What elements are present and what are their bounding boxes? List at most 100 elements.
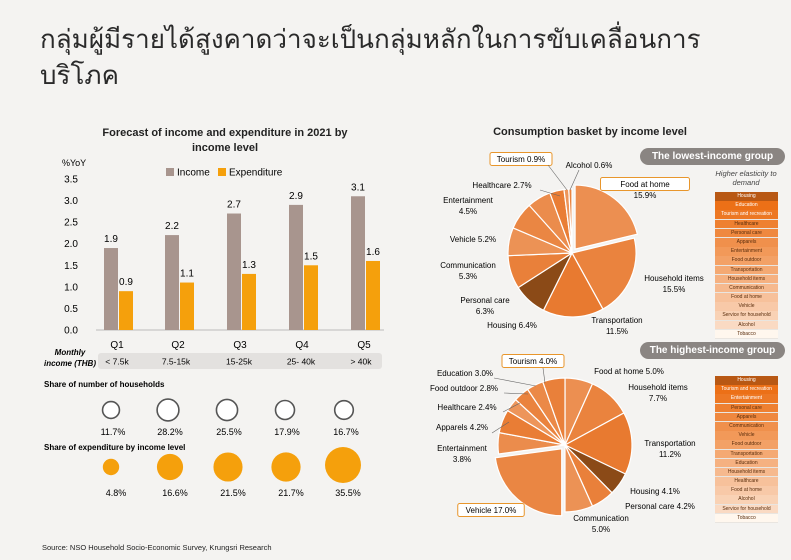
ranking-item: Food at home <box>715 486 778 495</box>
ranking-item: Apparels <box>715 412 778 422</box>
income-range-label: > 40k <box>350 357 372 367</box>
expenditure-share-circle <box>213 452 243 482</box>
ranking-item: Entertainment <box>715 247 778 256</box>
pie-slice <box>574 184 639 250</box>
ranking-item: Entertainment <box>715 394 778 403</box>
highlight-box <box>600 177 690 191</box>
expenditure-share-label: 21.7% <box>278 488 304 498</box>
ranking-item: Vehicle <box>715 302 778 311</box>
household-share-label: 17.9% <box>274 427 300 437</box>
y-tick-label: 0.0 <box>64 326 78 337</box>
expenditure-share-title: Share of expenditure by income level <box>44 443 185 452</box>
expenditure-share-circle <box>156 453 184 481</box>
y-tick-label: 3.0 <box>64 196 78 207</box>
pie-slice-label: Vehicle 5.2% <box>450 235 496 244</box>
label-leader-line <box>539 189 561 197</box>
pie-slice-label-line2: 5.3% <box>459 272 477 281</box>
household-share-label: 25.5% <box>216 427 242 437</box>
pie-chart-title: Consumption basket by income level <box>493 126 687 138</box>
pie-slice-label-line1: Household items <box>628 383 688 392</box>
ranking-item: Education <box>715 458 778 468</box>
household-share-circle <box>101 400 121 420</box>
label-leader-line <box>502 402 521 413</box>
pie-slice-label-line1: Entertainment <box>443 196 494 205</box>
income-bar <box>227 213 241 330</box>
ranking-item: Housing <box>715 376 778 385</box>
pie-slice-label: Housing 6.4% <box>487 321 537 330</box>
expenditure-share-circle <box>325 447 361 483</box>
ranking-item: Communication <box>715 421 778 431</box>
expenditure-value-label: 1.3 <box>242 260 256 271</box>
income-bar <box>289 204 303 330</box>
expenditure-value-label: 1.5 <box>304 251 318 262</box>
ranking-item: Personal care <box>715 228 778 238</box>
x-category-label: Q1 <box>110 340 124 351</box>
expenditure-value-label: 1.1 <box>180 269 194 280</box>
ranking-item: Household items <box>715 467 778 477</box>
ranking-item: Vehicle <box>715 431 778 440</box>
pie-slice-label: Alcohol 0.6% <box>566 161 613 170</box>
income-bar <box>351 196 365 330</box>
pie-slice-label: Healthcare 2.4% <box>437 403 496 412</box>
source-note: Source: NSO Household Socio-Economic Sur… <box>42 543 272 552</box>
ranking-item: Transportation <box>715 265 778 275</box>
household-share-label: 11.7% <box>101 427 126 437</box>
x-category-label: Q2 <box>171 340 185 351</box>
pie-slice-label: Healthcare 2.7% <box>472 181 531 190</box>
pie-slice-label-line2: 3.8% <box>453 455 471 464</box>
x-category-label: Q4 <box>295 340 309 351</box>
income-range-label: 7.5-15k <box>162 357 191 367</box>
pie-slice-label-line1: Transportation <box>591 316 642 325</box>
income-value-label: 1.9 <box>104 234 118 245</box>
expenditure-bar <box>119 291 133 330</box>
household-share-circle <box>333 399 355 421</box>
pie-slice-label-line2: 11.5% <box>606 327 628 336</box>
pie-slice-label: Transportation 11.5% <box>591 316 642 336</box>
x-category-label: Q3 <box>233 340 247 351</box>
income-range-band <box>98 353 382 369</box>
expenditure-share-label: 21.5% <box>220 488 246 498</box>
income-range-title: Monthly income (THB) <box>44 348 96 368</box>
pie-slice-label: Personal care 6.3% <box>460 296 510 316</box>
pie-slice-label-line1: Personal care <box>460 296 510 305</box>
pie-slice-label-line2: 15.9% <box>634 191 657 200</box>
expenditure-share-label: 4.8% <box>106 488 127 498</box>
ranking-item: Tobacco <box>715 513 778 523</box>
household-share-circle <box>274 399 296 421</box>
label-leader-line <box>542 367 546 384</box>
households-title: Share of number of households <box>44 380 165 389</box>
pie-slice-label: Housing 4.1% <box>630 487 680 496</box>
label-leader-line <box>547 164 568 191</box>
pie-slice-label: Communication 5.0% <box>573 514 629 534</box>
pie-slice <box>494 448 563 517</box>
pie-slice-label: Household items 15.5% <box>644 274 704 294</box>
legend-income-swatch <box>166 168 174 176</box>
label-leader-line <box>503 392 529 395</box>
ranking-item: Healthcare <box>715 477 778 486</box>
y-tick-label: 0.5 <box>64 304 78 315</box>
pie-slice-label-line1: Communication <box>440 261 496 270</box>
expenditure-value-label: 0.9 <box>119 277 133 288</box>
bar-chart-title: Forecast of income and expenditure in 20… <box>102 127 348 154</box>
pie-slice <box>542 251 604 318</box>
ranking-item: Alcohol <box>715 320 778 330</box>
pie-slice-label-line1: Transportation <box>644 439 695 448</box>
label-leader-line <box>493 377 537 387</box>
income-range-title-line1: Monthly <box>55 348 86 357</box>
pie-slice-label: Education 3.0% <box>437 369 493 378</box>
pie-slice <box>571 237 637 310</box>
pie-slice-label: Apparels 4.2% <box>436 423 488 432</box>
highest-income-group-badge: The highest-income group <box>640 342 785 359</box>
household-share-circle <box>156 398 180 422</box>
pie-slice <box>564 444 594 513</box>
pie-slice-label: Food at home 5.0% <box>594 367 664 376</box>
x-category-label: Q5 <box>357 340 371 351</box>
page-title: กลุ่มผู้มีรายได้สูงคาดว่าจะเป็นกลุ่มหลัก… <box>40 25 701 91</box>
income-value-label: 2.2 <box>165 221 179 232</box>
expenditure-bar <box>180 282 194 330</box>
pie-slice-label: Transportation 11.2% <box>644 439 695 459</box>
ranking-item: Household items <box>715 274 778 284</box>
highlight-box <box>501 354 565 368</box>
ranking-item: Alcohol <box>715 495 778 505</box>
highest-ranking-list: Housing Tourism and recreation Entertainme… <box>715 376 778 523</box>
